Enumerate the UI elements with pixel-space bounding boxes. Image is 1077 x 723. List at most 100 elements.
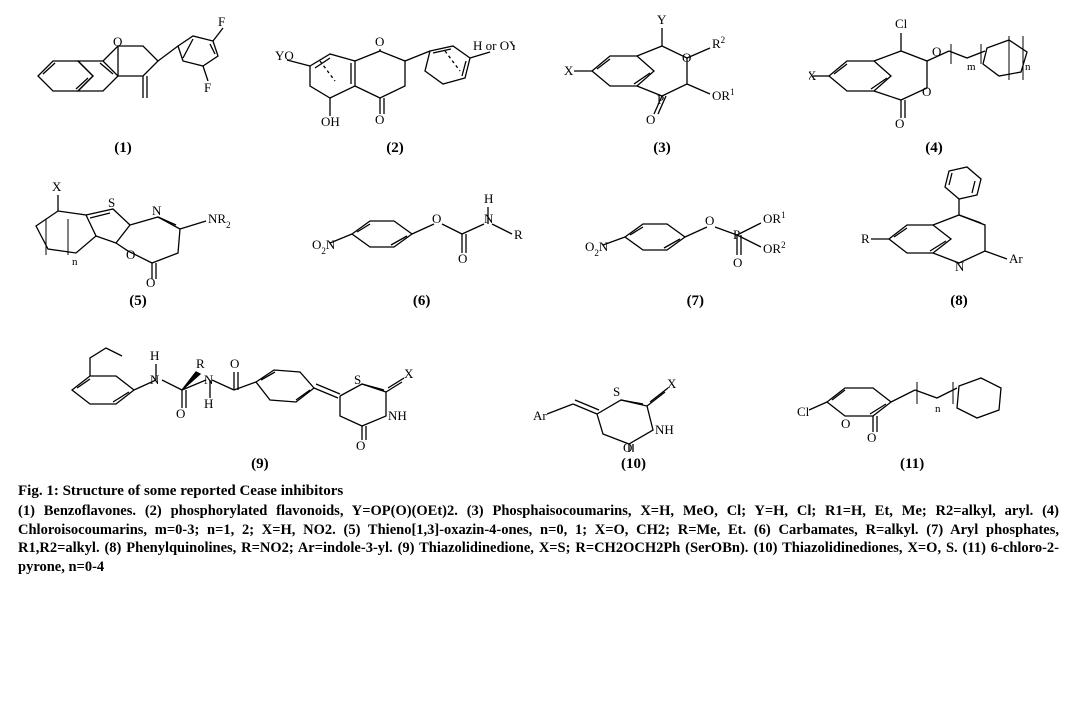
- label-7: (7): [687, 293, 705, 310]
- atom-S9: S: [354, 372, 361, 387]
- atom-N9a: N: [150, 372, 160, 387]
- atom-O4a: O: [932, 44, 941, 59]
- atom-O-2b: O: [375, 112, 384, 127]
- atom-P3: P: [657, 92, 664, 107]
- struct-11-svg: Cl O O n: [797, 332, 1027, 452]
- atom-O11b: O: [867, 430, 876, 445]
- label-5: (5): [129, 293, 147, 310]
- atom-H9a: H: [150, 348, 159, 363]
- caption-title: Fig. 1: Structure of some reported Cease…: [18, 483, 1059, 500]
- atom-Cl11: Cl: [797, 404, 810, 419]
- atom-OR1-7: OR1: [763, 210, 786, 226]
- row-1: O F F (1): [18, 6, 1059, 157]
- atom-Ar10: Ar: [533, 408, 547, 423]
- atom-N9b: N: [204, 372, 214, 387]
- label-10: (10): [621, 456, 646, 473]
- atom-O2N-7: O2N: [585, 239, 609, 258]
- atom-OR2-7: OR2: [763, 240, 786, 256]
- atom-OR1-3: OR1: [712, 87, 735, 103]
- struct-cell-6: O2N O O N H R (6): [312, 179, 532, 310]
- atom-NR2-5: NR2: [208, 211, 231, 230]
- structures-grid: O F F (1): [18, 6, 1059, 475]
- atom-R2-3: R2: [712, 35, 725, 51]
- atom-n4: n: [1025, 61, 1031, 73]
- struct-5-svg: X S N O O NR2 n: [18, 171, 258, 289]
- atom-O: O: [113, 34, 122, 49]
- atom-H6: H: [484, 191, 493, 206]
- atom-X5: X: [52, 179, 62, 194]
- atom-X3: X: [564, 63, 574, 78]
- atom-Ar8: Ar: [1009, 251, 1023, 266]
- atom-R9: R: [196, 356, 205, 371]
- atom-O5b: O: [146, 275, 155, 289]
- atom-m4: m: [967, 61, 976, 73]
- atom-O9a: O: [176, 406, 185, 421]
- atom-R6: R: [514, 227, 523, 242]
- atom-NH10: NH: [655, 422, 674, 437]
- atom-n11: n: [935, 403, 941, 415]
- struct-cell-3: X Y R2 O P O OR1 (3): [562, 6, 762, 157]
- struct-cell-5: X S N O O NR2 n (5): [18, 171, 258, 310]
- atom-O10b: O: [623, 440, 632, 452]
- atom-F1: F: [218, 14, 225, 29]
- atom-OH: OH: [321, 114, 340, 129]
- struct-10-svg: Ar S X NH O: [533, 332, 733, 452]
- struct-cell-1: O F F (1): [18, 6, 228, 157]
- atom-O11a: O: [841, 416, 850, 431]
- label-4: (4): [925, 140, 943, 157]
- struct-4-svg: X Cl O O O m n: [809, 6, 1059, 136]
- atom-F2: F: [204, 80, 211, 95]
- label-2: (2): [386, 140, 404, 157]
- atom-O3a: O: [682, 50, 691, 65]
- atom-n5: n: [72, 256, 78, 268]
- atom-O7b: O: [733, 255, 742, 270]
- label-9: (9): [251, 456, 269, 473]
- label-3: (3): [653, 140, 671, 157]
- struct-1-svg: O F F: [18, 6, 228, 136]
- atom-O2N-6: O2N: [312, 237, 336, 256]
- atom-R8: R: [861, 231, 870, 246]
- struct-cell-7: O2N O P O OR1 OR2 (7): [585, 179, 805, 310]
- atom-YO: YO: [275, 48, 294, 63]
- atom-X10: X: [667, 376, 677, 391]
- atom-O9b: O: [230, 356, 239, 371]
- atom-O3b: O: [646, 112, 655, 127]
- atom-X9: X: [404, 366, 414, 381]
- atom-N5: N: [152, 203, 162, 218]
- atom-O7a: O: [705, 213, 714, 228]
- label-11: (11): [900, 456, 924, 473]
- struct-cell-8: R N Ar (8): [859, 159, 1059, 310]
- atom-S10: S: [613, 384, 620, 399]
- label-6: (6): [413, 293, 431, 310]
- struct-8-svg: R N Ar: [859, 159, 1059, 289]
- label-1: (1): [114, 140, 132, 157]
- label-8: (8): [950, 293, 968, 310]
- atom-X4: X: [809, 68, 817, 83]
- row-2: X S N O O NR2 n (5): [18, 159, 1059, 310]
- atom-O6b: O: [458, 251, 467, 266]
- struct-cell-9: H N O R N H O S X NH O (9): [50, 312, 470, 473]
- atom-HorOY: H or OY: [473, 38, 515, 53]
- struct-2-svg: YO OH O O H or OY: [275, 6, 515, 136]
- struct-7-svg: O2N O P O OR1 OR2: [585, 179, 805, 289]
- atom-O4c: O: [895, 116, 904, 131]
- atom-S5: S: [108, 195, 115, 210]
- figure-caption: Fig. 1: Structure of some reported Cease…: [18, 483, 1059, 576]
- struct-6-svg: O2N O O N H R: [312, 179, 532, 289]
- atom-O-2a: O: [375, 34, 384, 49]
- atom-O9c: O: [356, 438, 365, 452]
- row-3: H N O R N H O S X NH O (9): [18, 312, 1059, 473]
- atom-P7: P: [733, 227, 740, 242]
- struct-cell-11: Cl O O n (11): [797, 332, 1027, 473]
- struct-cell-4: X Cl O O O m n (4): [809, 6, 1059, 157]
- atom-O6a: O: [432, 211, 441, 226]
- struct-cell-2: YO OH O O H or OY (2): [275, 6, 515, 157]
- struct-cell-10: Ar S X NH O (10): [533, 332, 733, 473]
- atom-O4b: O: [922, 84, 931, 99]
- atom-H9b: H: [204, 396, 213, 411]
- atom-Y3: Y: [657, 12, 667, 27]
- atom-O5a: O: [126, 247, 135, 262]
- caption-body: (1) Benzoflavones. (2) phosphorylated fl…: [18, 502, 1059, 576]
- atom-N6: N: [484, 211, 494, 226]
- atom-N8: N: [955, 259, 965, 274]
